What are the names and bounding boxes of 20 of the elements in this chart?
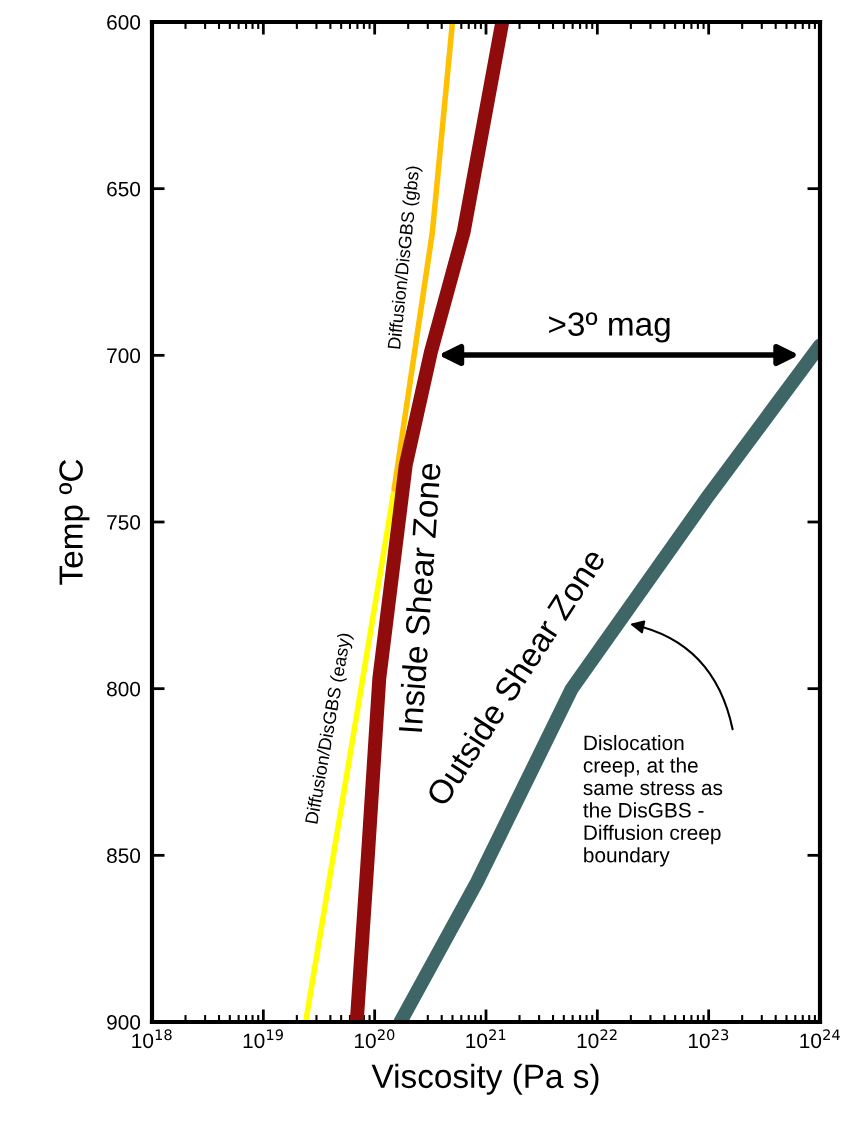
x-tick-label: 10$^{22}$ bbox=[577, 1029, 617, 1049]
x-tick-label: 10$^{21}$ bbox=[466, 1029, 506, 1049]
y-tick-label: 700 bbox=[107, 348, 141, 364]
y-tick-label: 600 bbox=[107, 15, 141, 30]
y-axis-title: Temp ºC bbox=[59, 459, 90, 585]
y-tick-label: 850 bbox=[107, 848, 141, 864]
x-tick-label: 10$^{19}$ bbox=[243, 1029, 283, 1049]
y-tick-label: 900 bbox=[107, 1015, 141, 1030]
x-tick-label: 10$^{24}$ bbox=[800, 1029, 840, 1049]
x-tick-label: 10$^{23}$ bbox=[689, 1029, 729, 1049]
x-tick-label: 10$^{18}$ bbox=[132, 1029, 172, 1049]
text: Inside Shear Zone bbox=[397, 462, 441, 732]
annotation: Dislocation creep, at the same stress as the DisGBS - Diffusion creep boundary bbox=[583, 735, 723, 867]
x-tick-label: 10$^{20}$ bbox=[355, 1029, 395, 1049]
annotation: >3º mag bbox=[549, 312, 670, 343]
y-tick-label: 800 bbox=[107, 681, 141, 697]
y-tick-label: 650 bbox=[107, 181, 141, 197]
y-tick-label: 750 bbox=[107, 515, 141, 530]
x-axis-title: Viscosity (Pa s) bbox=[371, 1063, 599, 1095]
text: Diffusion/DisGBS (gbs) bbox=[387, 165, 423, 350]
